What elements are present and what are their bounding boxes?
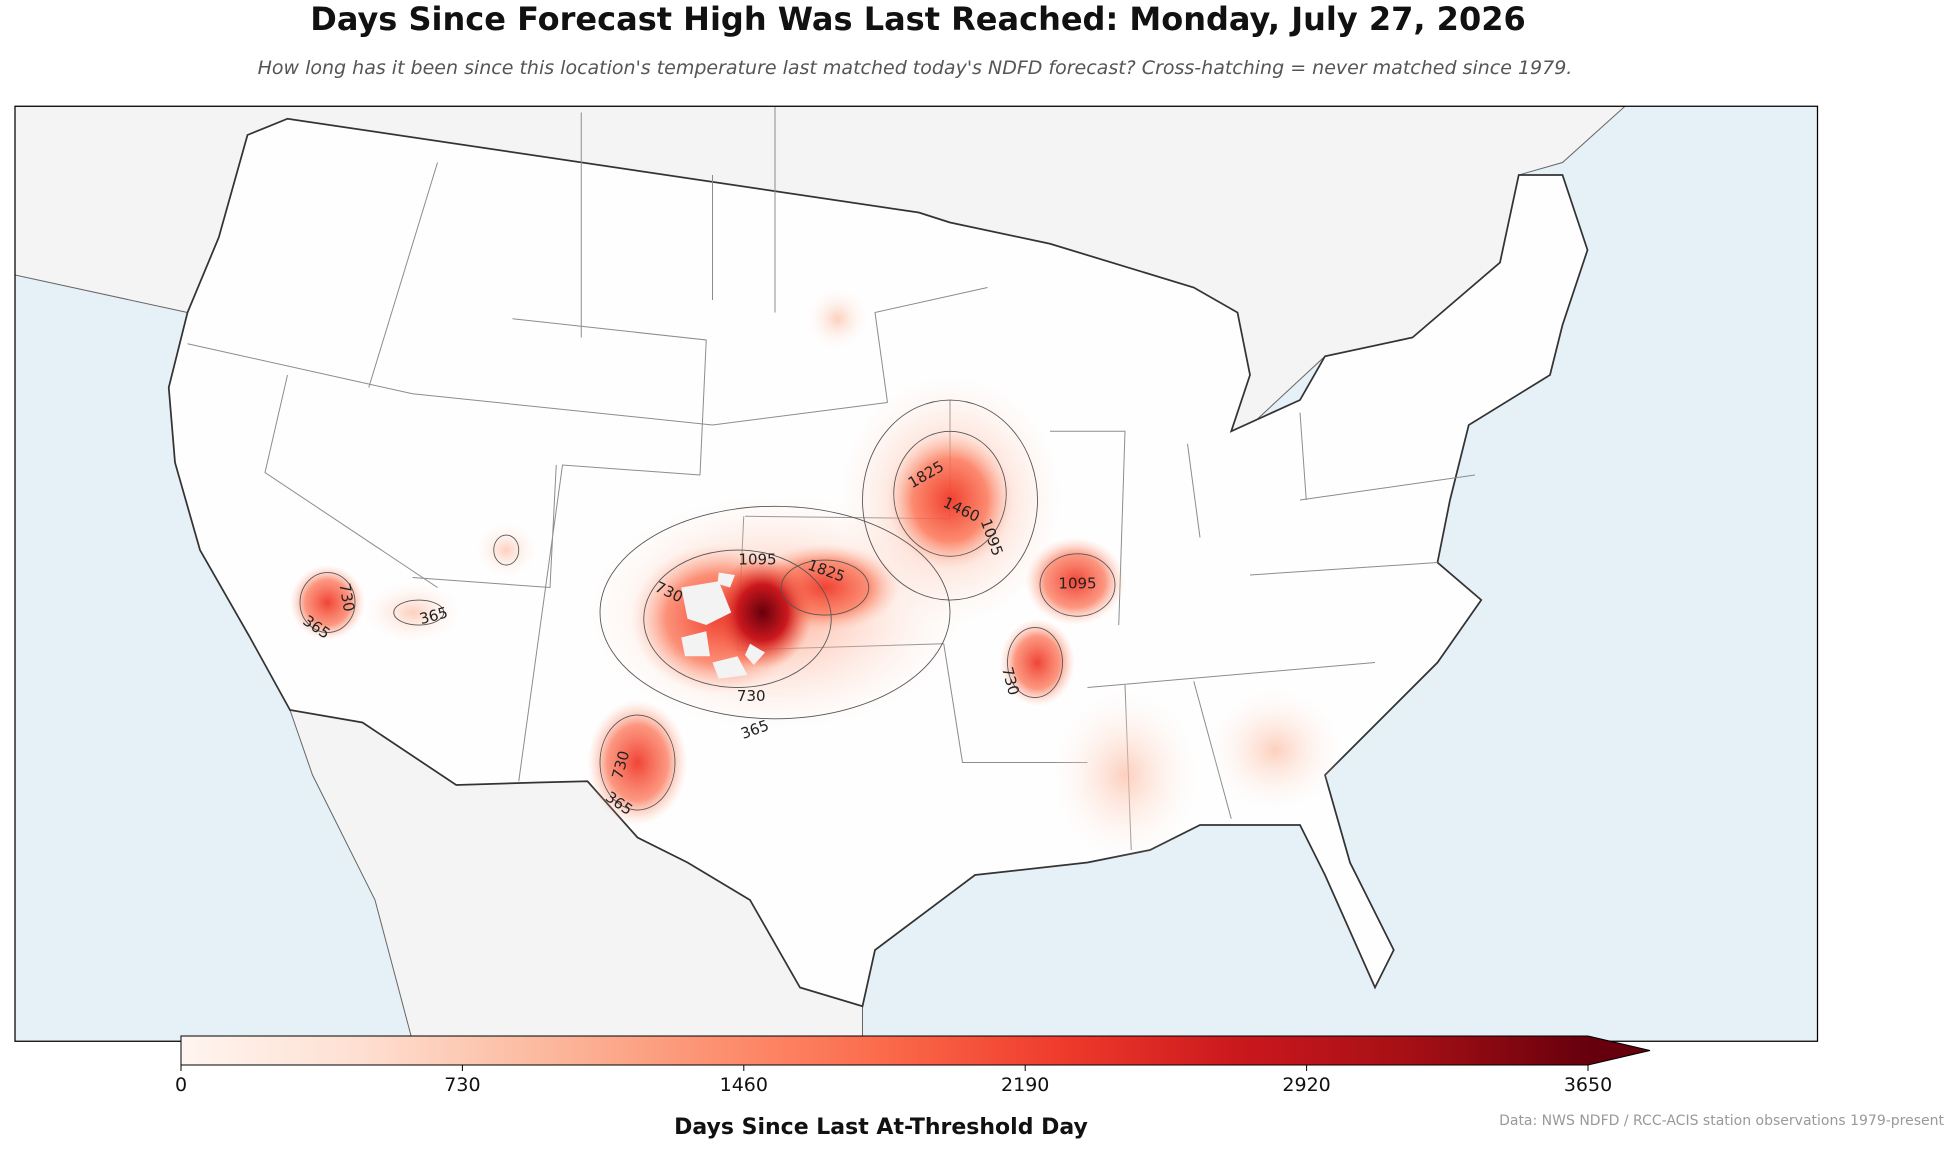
colorbar-tick-label: 0 [175, 1074, 187, 1096]
contour-label: 730 [737, 687, 766, 705]
colorbar-extend-arrow [1588, 1036, 1650, 1065]
colorbar-label: Days Since Last At-Threshold Day [674, 1115, 1088, 1140]
colorbar-tick-label: 2920 [1282, 1074, 1330, 1096]
contours [299, 399, 1116, 811]
heat-field [290, 287, 1344, 863]
colorbar-fill [181, 1036, 1588, 1065]
colorbar-tick-label: 1460 [720, 1074, 768, 1096]
colorbar-tick-label: 730 [444, 1074, 480, 1096]
contour-label: 1095 [738, 551, 776, 569]
colorbar-outline [180, 1035, 1651, 1066]
colorbar-tick-label: 3650 [1564, 1074, 1612, 1096]
colorbar-tick-label: 2190 [1001, 1074, 1049, 1096]
source-note: Data: NWS NDFD / RCC-ACIS station observ… [1499, 1113, 1944, 1129]
colorbar: 0 730 1460 2190 2920 3650 [175, 1035, 1651, 1096]
never-matched-areas [681, 572, 765, 679]
contour-label: 1095 [1058, 574, 1096, 592]
title: Days Since Forecast High Was Last Reache… [310, 0, 1525, 38]
subtitle: How long has it been since this location… [258, 57, 1573, 79]
contour-label: 730 [335, 582, 358, 613]
